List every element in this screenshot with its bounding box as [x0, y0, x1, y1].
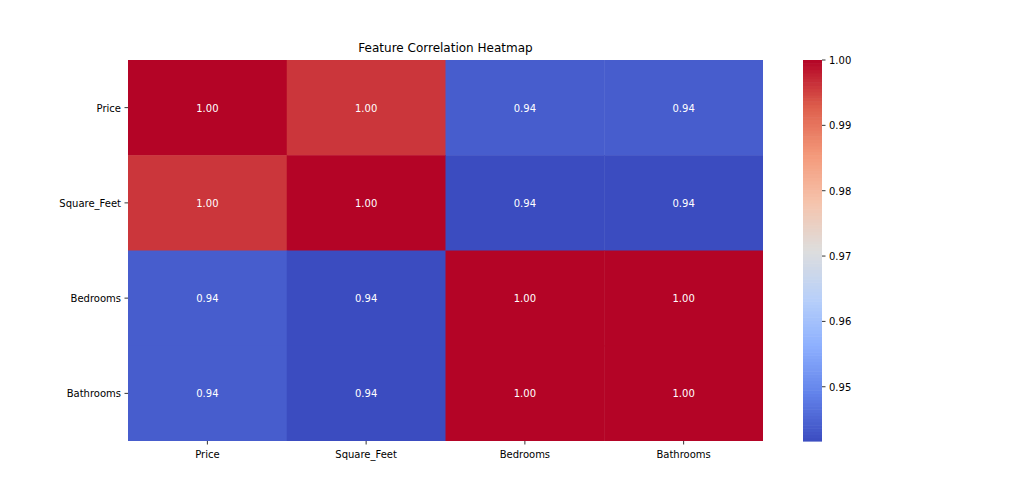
- cell-label: 0.94: [355, 293, 377, 304]
- colorbar-tick: [822, 386, 826, 387]
- colorbar-tick: [822, 125, 826, 126]
- x-tick-label: Price: [195, 449, 219, 460]
- heatmap-cell: [287, 251, 446, 347]
- heatmap-cell: [128, 60, 287, 156]
- x-tick: [207, 441, 208, 445]
- heatmap-cell: [287, 60, 446, 156]
- colorbar-tick-label: 0.97: [829, 251, 851, 262]
- cell-label: 1.00: [196, 103, 218, 114]
- cell-label: 1.00: [672, 293, 694, 304]
- heatmap-cell: [446, 60, 605, 156]
- cell-label: 0.94: [514, 198, 536, 209]
- chart-svg: Feature Correlation Heatmap 1.00 1.00 0.94 0…: [0, 0, 1024, 497]
- cell-label: 1.00: [514, 293, 536, 304]
- y-tick: [125, 298, 129, 299]
- cell-label: 0.94: [196, 293, 218, 304]
- heatmap-cell: [446, 251, 605, 347]
- x-tick-label: Bathrooms: [656, 449, 710, 460]
- colorbar: [803, 60, 822, 442]
- cell-label: 1.00: [355, 198, 377, 209]
- heatmap-cell: [604, 346, 763, 441]
- cell-labels: 1.00 1.00 0.94 0.94 1.00 1.00 0.94 0.94 0.94 0.94…: [196, 103, 695, 400]
- y-tick: [125, 393, 129, 394]
- colorbar-tick-label: 0.95: [829, 382, 851, 393]
- heatmap-cell: [128, 346, 287, 441]
- y-tick-label: Price: [97, 103, 121, 114]
- colorbar-segment: [803, 60, 822, 64]
- colorbar-tick: [822, 190, 826, 191]
- colorbar-tick: [822, 256, 826, 257]
- y-tick-label: Bathrooms: [67, 388, 121, 399]
- heatmap-cell: [446, 346, 605, 441]
- cell-label: 0.94: [672, 198, 694, 209]
- heatmap-cell: [287, 155, 446, 251]
- colorbar-tick-label: 0.98: [829, 186, 851, 197]
- x-tick: [366, 441, 367, 445]
- y-tick-label: Square_Feet: [59, 198, 121, 210]
- x-tick-label: Bedrooms: [500, 449, 550, 460]
- y-tick: [125, 202, 129, 203]
- heatmap-cell: [128, 155, 287, 251]
- cell-label: 1.00: [196, 198, 218, 209]
- cell-label: 0.94: [355, 388, 377, 399]
- cell-label: 1.00: [672, 388, 694, 399]
- y-tick-label: Bedrooms: [71, 293, 121, 304]
- colorbar-tick: [822, 60, 826, 61]
- heatmap-cell: [604, 251, 763, 347]
- cells: [128, 60, 763, 441]
- cell-label: 1.00: [355, 103, 377, 114]
- colorbar-tick-label: 1.00: [829, 55, 851, 66]
- cell-label: 0.94: [514, 103, 536, 114]
- heatmap-cell: [128, 251, 287, 347]
- heatmap-cell: [604, 155, 763, 251]
- colorbar-tick: [822, 321, 826, 322]
- heatmap-cell: [446, 155, 605, 251]
- heatmap-cell: [287, 346, 446, 441]
- chart-title: Feature Correlation Heatmap: [358, 41, 532, 55]
- x-tick-label: Square_Feet: [335, 449, 397, 461]
- chart-container: Feature Correlation Heatmap 1.00 1.00 0.94 0…: [0, 0, 1024, 497]
- x-tick: [683, 441, 684, 445]
- heatmap-cell: [604, 60, 763, 156]
- colorbar-tick-label: 0.99: [829, 120, 851, 131]
- x-tick: [524, 441, 525, 445]
- colorbar-tick-label: 0.96: [829, 316, 851, 327]
- cell-label: 0.94: [672, 103, 694, 114]
- y-tick: [125, 107, 129, 108]
- cell-label: 0.94: [196, 388, 218, 399]
- cell-label: 1.00: [514, 388, 536, 399]
